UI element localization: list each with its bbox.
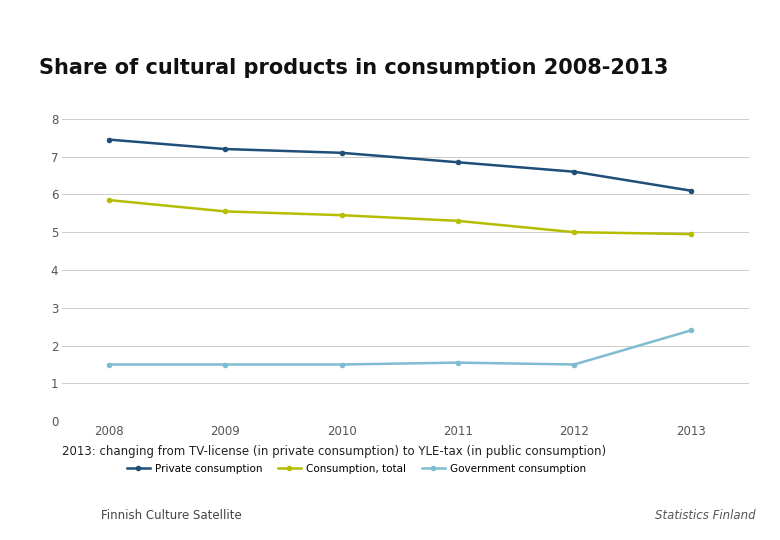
Text: 2013: changing from TV-license (in private consumption) to YLE-tax (in public co: 2013: changing from TV-license (in priva… <box>62 446 607 458</box>
Text: Statistics Finland: Statistics Finland <box>655 509 756 522</box>
Legend: Private consumption, Consumption, total, Government consumption: Private consumption, Consumption, total,… <box>122 460 590 478</box>
Text: Share of cultural products in consumption 2008-2013: Share of cultural products in consumptio… <box>39 58 668 78</box>
Text: Finnish Culture Satellite: Finnish Culture Satellite <box>101 509 242 522</box>
